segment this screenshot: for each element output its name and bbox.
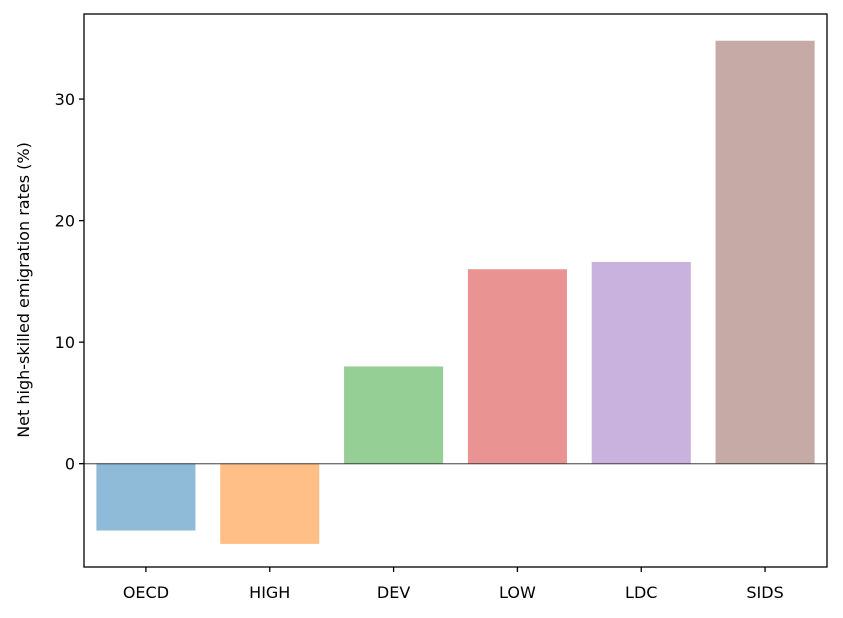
y-tick-label: 10 — [55, 333, 75, 352]
y-axis-label: Net high-skilled emigration rates (%) — [14, 142, 33, 438]
x-tick-label: SIDS — [746, 583, 783, 602]
y-tick-label: 30 — [55, 90, 75, 109]
x-tick-label: OECD — [123, 583, 169, 602]
y-tick-label: 20 — [55, 212, 75, 231]
bars-group — [96, 40, 815, 544]
x-tick-label: DEV — [377, 583, 410, 602]
x-tick-label: LOW — [499, 583, 536, 602]
x-tick-label: LDC — [625, 583, 657, 602]
bar-ldc — [591, 261, 691, 464]
bar-high — [220, 463, 320, 544]
bar-low — [467, 269, 567, 464]
x-tick-label: HIGH — [249, 583, 290, 602]
bar-sids — [715, 40, 815, 464]
plot-frame — [83, 13, 828, 568]
y-axis: 0 10 20 30 — [55, 90, 84, 474]
bar-dev — [344, 366, 444, 464]
y-tick-label: 0 — [65, 455, 75, 474]
bar-oecd — [96, 463, 196, 531]
x-axis: OECD HIGH DEV LOW LDC SIDS — [123, 567, 784, 602]
